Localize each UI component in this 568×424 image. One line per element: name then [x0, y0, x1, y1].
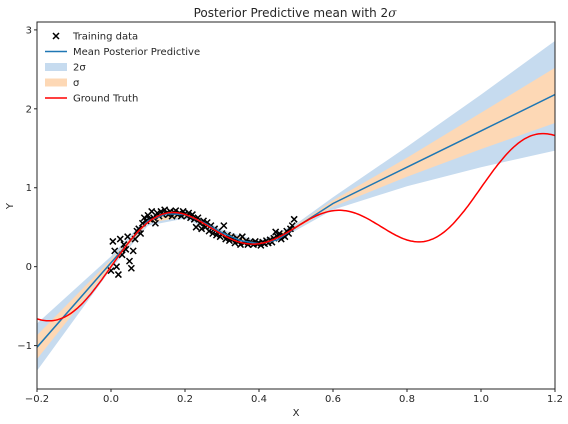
training-point	[220, 222, 228, 230]
x-tick-label: −0.2	[25, 394, 49, 405]
y-tick-label: 1	[26, 183, 32, 194]
legend-marker	[52, 32, 60, 40]
legend-label: Training data	[72, 32, 138, 43]
legend-item: Mean Posterior Predictive	[45, 47, 200, 58]
ground-truth-line	[37, 132, 555, 322]
x-tick-label: 1.0	[473, 394, 489, 405]
training-point	[198, 225, 206, 233]
y-tick-label: 2	[26, 104, 32, 115]
training-point	[272, 228, 280, 236]
training-point	[290, 215, 298, 223]
y-tick-label: 3	[26, 25, 32, 36]
title-sigma: σ	[388, 6, 397, 20]
chart-title: Posterior Predictive mean with 2σ	[194, 6, 398, 20]
training-point	[151, 219, 159, 227]
training-point	[127, 264, 135, 272]
training-point	[205, 227, 213, 235]
plot-area	[37, 40, 555, 371]
training-point	[114, 271, 122, 279]
legend-label: Mean Posterior Predictive	[73, 47, 200, 58]
x-tick-label: 0.4	[251, 394, 267, 405]
training-point	[113, 263, 121, 271]
training-point	[209, 229, 217, 238]
y-axis-label: Y	[5, 202, 16, 210]
axes-frame	[36, 21, 556, 390]
training-point	[125, 257, 134, 265]
training-point	[116, 235, 124, 243]
x-tick-label: 0.0	[103, 394, 119, 405]
y-tick-label: −1	[17, 341, 32, 352]
legend-label: Ground Truth	[73, 94, 138, 105]
training-point	[135, 225, 143, 233]
axis-ticks: −0.2 0.0 0.2 0.4 0.6 0.8 1.0 1.2 −1 0 1 2 3	[17, 25, 563, 405]
legend-item: 2σ	[45, 63, 86, 74]
legend-item: Training data	[52, 32, 138, 43]
x-tick-label: 0.6	[325, 394, 341, 405]
x-tick-label: 0.8	[399, 394, 415, 405]
training-point	[111, 247, 119, 255]
x-tick-label: 0.2	[177, 394, 193, 405]
legend-swatch	[45, 63, 67, 71]
training-point	[124, 233, 132, 241]
legend-label: 2σ	[73, 63, 86, 74]
legend-item: σ	[45, 78, 80, 89]
legend: Training data Mean Posterior Predictive 2σ…	[45, 32, 200, 105]
training-point	[148, 207, 156, 215]
legend-item: Ground Truth	[45, 94, 138, 105]
training-point	[129, 247, 137, 255]
y-tick-label: 0	[26, 262, 32, 273]
legend-swatch	[45, 78, 67, 87]
x-tick-label: 1.2	[547, 394, 563, 405]
x-axis-label: X	[293, 408, 300, 419]
training-point	[109, 237, 117, 245]
legend-label: σ	[73, 78, 80, 89]
